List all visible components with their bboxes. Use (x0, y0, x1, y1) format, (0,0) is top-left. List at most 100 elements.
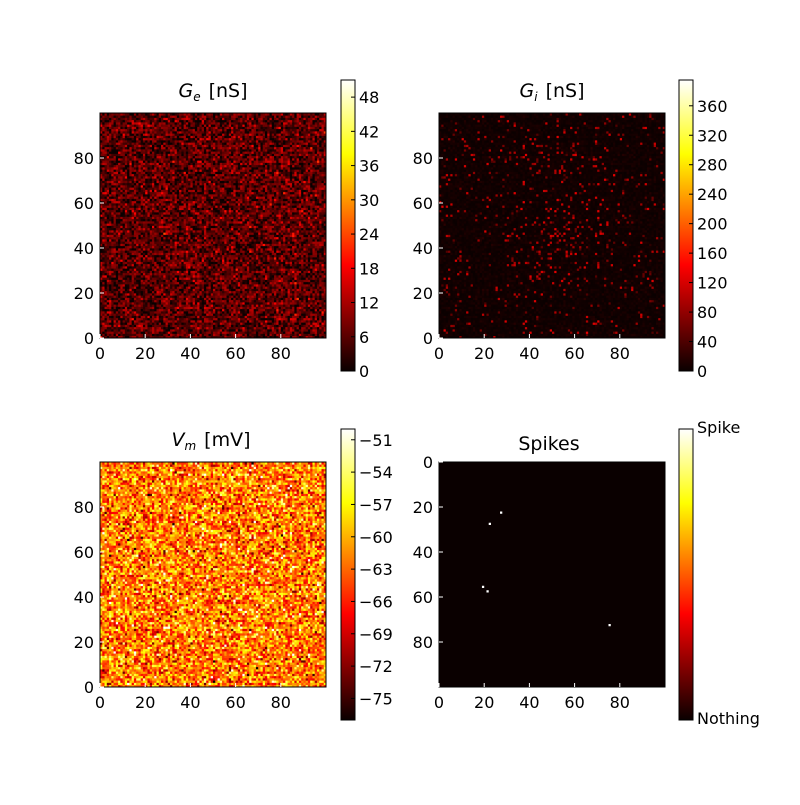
heatmap-cell (190, 239, 194, 242)
heatmap-cell (280, 331, 284, 334)
heatmap-cell (210, 230, 214, 233)
heatmap-cell (133, 275, 137, 278)
heatmap-cell (183, 320, 187, 323)
heatmap-cell (240, 335, 243, 339)
heatmap-cell (244, 284, 248, 287)
heatmap-cell (188, 335, 191, 339)
heatmap-cell (217, 308, 221, 312)
heatmap-cell (199, 324, 203, 328)
heatmap-cell (136, 236, 139, 240)
heatmap-cell (163, 241, 166, 244)
heatmap-cell (194, 302, 198, 305)
heatmap-cell (323, 324, 327, 328)
heatmap-cell (133, 227, 137, 231)
heatmap-cell (158, 275, 162, 278)
heatmap-cell (142, 245, 146, 249)
heatmap-cell (278, 281, 282, 285)
heatmap-cell (301, 315, 304, 319)
heatmap-cell (136, 279, 139, 283)
heatmap-cell (249, 331, 252, 334)
heatmap-cell (120, 236, 123, 240)
heatmap-cell (251, 297, 255, 301)
heatmap-cell (305, 250, 309, 253)
heatmap-cell (283, 241, 286, 244)
heatmap-cell (314, 270, 318, 274)
heatmap-cell (138, 236, 142, 240)
heatmap-cell (258, 335, 261, 339)
heatmap-cell (161, 302, 164, 305)
heatmap-cell (131, 304, 135, 307)
heatmap-cell (199, 243, 203, 247)
heatmap-cell (163, 304, 166, 307)
heatmap-cell (109, 284, 112, 287)
heatmap-cell (183, 308, 187, 312)
heatmap-cell (292, 322, 295, 325)
heatmap-cell (258, 254, 261, 258)
heatmap-cell (319, 335, 322, 339)
heatmap-cell (183, 243, 187, 247)
heatmap-cell (246, 279, 250, 283)
heatmap-cell (194, 324, 198, 328)
heatmap-cell (294, 335, 297, 339)
heatmap-cell (278, 331, 282, 334)
heatmap-cell (122, 248, 126, 251)
heatmap-cell (303, 275, 307, 278)
heatmap-cell (316, 281, 320, 285)
heatmap-cell (174, 317, 178, 321)
heatmap-cell (289, 299, 293, 303)
heatmap-cell (145, 315, 148, 319)
heatmap-cell (226, 299, 230, 303)
heatmap-cell (131, 259, 135, 262)
heatmap-cell (179, 232, 182, 235)
heatmap-cell (224, 329, 227, 332)
heatmap-cell (190, 290, 194, 294)
heatmap-cell (210, 286, 214, 289)
heatmap-cell (163, 306, 166, 310)
heatmap-cell (129, 311, 132, 314)
heatmap-cell (249, 329, 252, 332)
heatmap-cell (301, 257, 304, 260)
heatmap-cell (287, 275, 291, 278)
heatmap-cell (145, 295, 148, 298)
heatmap-cell (303, 227, 307, 231)
heatmap-cell (269, 281, 273, 285)
heatmap-cell (298, 250, 302, 253)
heatmap-cell (316, 320, 320, 323)
heatmap-cell (142, 306, 146, 310)
heatmap-cell (145, 266, 148, 269)
heatmap-cell (278, 290, 282, 294)
heatmap-cell (289, 275, 293, 278)
heatmap-cell (197, 315, 200, 319)
heatmap-cell (203, 299, 207, 303)
heatmap-cell (292, 261, 295, 265)
heatmap-cell (314, 320, 318, 323)
heatmap-cell (231, 239, 234, 242)
heatmap-cell (314, 293, 318, 296)
heatmap-cell (231, 299, 234, 303)
heatmap-cell (158, 234, 162, 238)
heatmap-cell (167, 252, 171, 256)
heatmap-cell (181, 232, 184, 235)
heatmap-cell (289, 284, 293, 287)
heatmap-cell (208, 266, 212, 269)
heatmap-cell (244, 239, 248, 242)
heatmap-cell (228, 331, 232, 334)
heatmap-cell (319, 311, 322, 314)
heatmap-cell (185, 313, 189, 316)
heatmap-cell (255, 315, 259, 319)
heatmap-cell (161, 259, 164, 262)
heatmap-cell (185, 302, 189, 305)
heatmap-cell (244, 286, 248, 289)
heatmap-cell (118, 230, 121, 233)
heatmap-cell (305, 297, 309, 301)
heatmap-cell (307, 250, 311, 253)
heatmap-cell (264, 286, 268, 289)
heatmap-cell (190, 227, 194, 231)
heatmap-cell (219, 263, 223, 267)
heatmap-cell (283, 272, 286, 276)
heatmap-cell (235, 286, 239, 289)
heatmap-cell (301, 281, 304, 285)
heatmap-cell (104, 326, 108, 330)
heatmap-cell (131, 236, 135, 240)
heatmap-cell (118, 297, 121, 301)
